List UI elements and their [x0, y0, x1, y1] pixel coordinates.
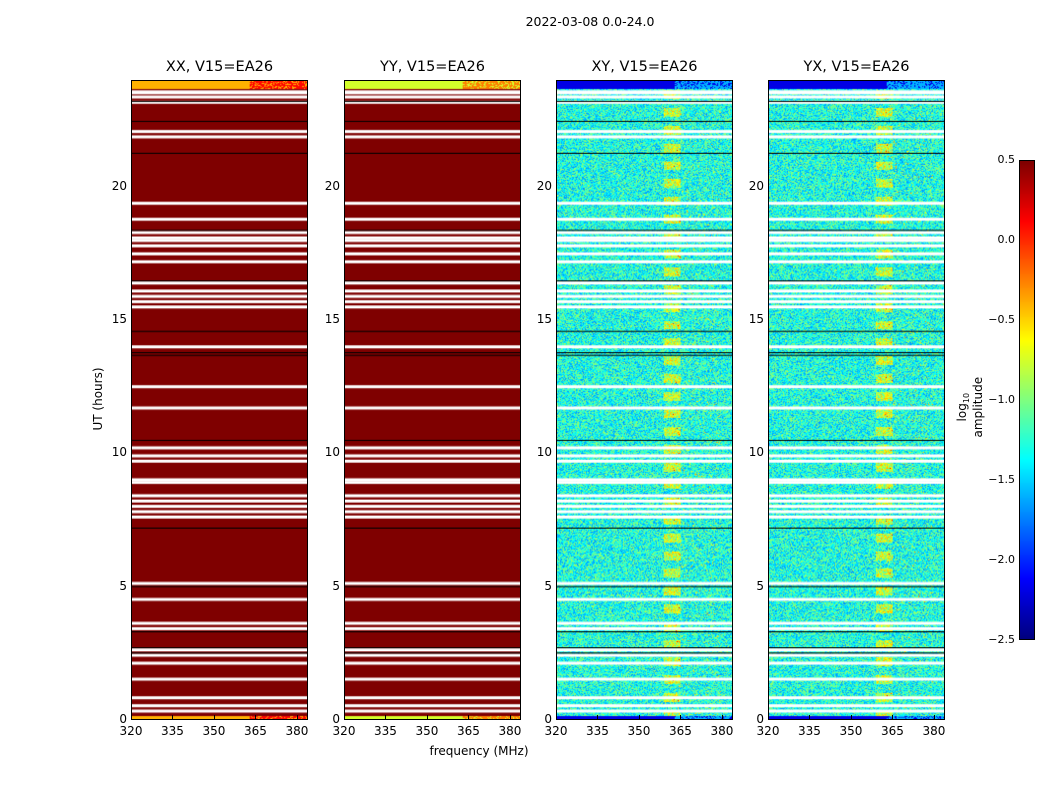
y-tick-label: 10	[324, 445, 340, 460]
heatmap-panel	[344, 80, 521, 720]
panel-title: XY, V15=EA26	[591, 59, 698, 75]
colorbar-tick-label: −2.0	[988, 553, 1015, 566]
x-tick-mark	[721, 715, 723, 720]
colorbar-tick-label: −0.5	[988, 313, 1015, 326]
y-tick-label: 5	[544, 578, 552, 593]
x-tick-label: 320	[544, 724, 568, 738]
y-tick-label: 10	[111, 445, 127, 460]
x-tick-mark	[255, 715, 257, 720]
colorbar-tick-label: 0.0	[997, 233, 1016, 246]
y-tick-label: 15	[748, 312, 764, 326]
y-tick-label: 20	[324, 178, 340, 193]
heatmap-image	[769, 81, 944, 719]
x-tick-label: 365	[669, 724, 692, 738]
x-tick-mark	[385, 715, 387, 720]
x-tick-label: 380	[922, 724, 946, 738]
x-tick-mark	[768, 715, 769, 720]
y-tick-label: 10	[748, 445, 764, 460]
x-tick-label: 365	[457, 724, 480, 738]
y-tick-label: 5	[756, 578, 764, 593]
y-tick-label: 0	[119, 712, 127, 726]
heatmap-image	[132, 81, 307, 719]
x-tick-mark	[296, 715, 298, 720]
x-tick-mark	[172, 715, 174, 720]
colorbar	[1019, 160, 1035, 640]
heatmap-image	[557, 81, 732, 719]
x-tick-mark	[426, 715, 428, 720]
y-tick-label: 15	[536, 312, 552, 326]
x-tick-mark	[597, 715, 599, 720]
y-axis-label: UT (hours)	[91, 367, 105, 431]
x-tick-mark	[809, 715, 811, 720]
x-tick-label: 365	[244, 724, 267, 738]
colorbar-tick-label: 0.5	[997, 153, 1016, 166]
heatmap-image	[345, 81, 520, 719]
colorbar-tick-label: −2.5	[988, 633, 1015, 646]
x-tick-mark	[213, 715, 215, 720]
x-tick-label: 365	[881, 724, 904, 738]
y-tick-label: 0	[544, 712, 552, 726]
x-tick-mark	[468, 715, 470, 720]
x-tick-label: 320	[119, 724, 143, 738]
x-tick-label: 335	[586, 724, 609, 738]
figure-title: 2022-03-08 0.0-24.0	[525, 14, 655, 29]
x-tick-mark	[509, 715, 511, 720]
heatmap-panel	[768, 80, 945, 720]
colorbar-tick-label: −1.0	[988, 393, 1015, 406]
x-tick-label: 380	[285, 724, 309, 738]
x-tick-mark	[556, 715, 557, 720]
x-tick-mark	[850, 715, 852, 720]
x-tick-mark	[344, 715, 345, 720]
x-tick-label: 350	[415, 724, 439, 738]
y-tick-label: 0	[756, 712, 764, 726]
colorbar-gradient	[1020, 161, 1034, 639]
x-tick-label: 335	[161, 724, 184, 738]
panel-title: XX, V15=EA26	[165, 59, 274, 75]
x-tick-mark	[131, 715, 132, 720]
y-tick-label: 5	[119, 578, 127, 593]
x-tick-label: 350	[627, 724, 651, 738]
y-tick-label: 20	[536, 178, 552, 193]
x-tick-label: 350	[202, 724, 226, 738]
x-tick-mark	[638, 715, 640, 720]
y-tick-label: 10	[536, 445, 552, 460]
x-tick-mark	[933, 715, 935, 720]
heatmap-panel	[556, 80, 733, 720]
y-tick-label: 20	[748, 178, 764, 193]
panel-title: YY, V15=EA26	[380, 59, 485, 75]
x-tick-label: 320	[332, 724, 356, 738]
x-tick-label: 380	[710, 724, 734, 738]
x-axis-label: frequency (MHz)	[429, 744, 529, 758]
x-tick-mark	[680, 715, 682, 720]
y-tick-label: 5	[332, 578, 340, 593]
heatmap-panel	[131, 80, 308, 720]
colorbar-label: log10 amplitude	[954, 376, 986, 438]
x-tick-label: 320	[756, 724, 780, 738]
x-tick-label: 380	[498, 724, 522, 738]
x-tick-label: 350	[839, 724, 863, 738]
y-tick-label: 15	[324, 312, 340, 326]
panel-title: YX, V15=EA26	[803, 59, 910, 75]
x-tick-mark	[892, 715, 894, 720]
y-tick-label: 15	[111, 312, 127, 326]
x-tick-label: 335	[798, 724, 821, 738]
x-tick-label: 335	[374, 724, 397, 738]
y-tick-label: 20	[111, 178, 127, 193]
colorbar-tick-label: −1.5	[988, 473, 1015, 486]
y-tick-label: 0	[332, 712, 340, 726]
